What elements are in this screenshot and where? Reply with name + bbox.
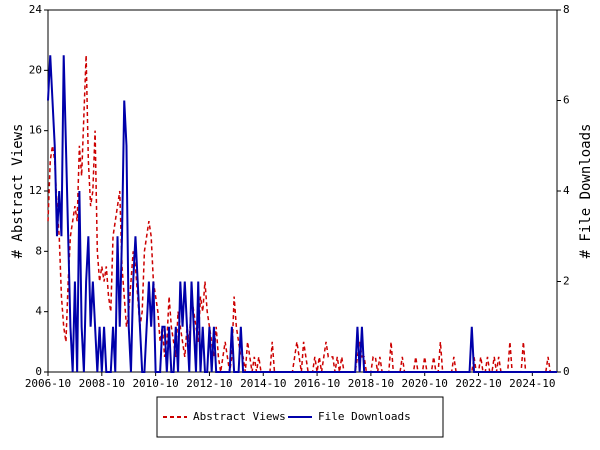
y-tick-label: 12 [29,184,42,197]
y2-axis-label: # File Downloads [578,124,594,259]
legend-label: Abstract Views [193,410,286,423]
y2-tick-label: 2 [563,275,570,288]
series-line [47,55,557,373]
y2-tick-label: 6 [563,94,570,107]
x-tick-label: 2014-10 [240,377,286,390]
x-tick-label: 2010-10 [132,377,178,390]
y-tick-label: 20 [29,63,42,76]
y2-tick-label: 4 [563,184,570,197]
y-axis-label: # Abstract Views [10,124,26,259]
y2-tick-label: 0 [563,365,570,378]
y-tick-label: 24 [29,3,43,16]
series-line [47,55,557,373]
x-tick-label: 2024-10 [509,377,555,390]
legend-label: File Downloads [318,410,411,423]
x-tick-label: 2008-10 [79,377,125,390]
y-tick-label: 4 [35,305,42,318]
y2-tick-label: 8 [563,3,570,16]
x-tick-label: 2016-10 [294,377,340,390]
y-tick-label: 16 [29,124,42,137]
x-tick-label: 2022-10 [455,377,501,390]
x-tick-label: 2012-10 [186,377,232,390]
x-tick-label: 2020-10 [402,377,448,390]
plot-frame [47,9,558,373]
y-tick-label: 0 [35,365,42,378]
x-tick-label: 2006-10 [25,377,71,390]
y-tick-label: 8 [35,244,42,257]
x-tick-label: 2018-10 [348,377,394,390]
